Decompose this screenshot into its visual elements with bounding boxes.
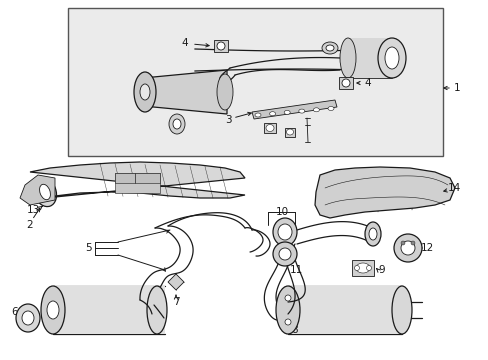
Bar bbox=[285, 128, 294, 137]
Ellipse shape bbox=[366, 266, 371, 270]
Ellipse shape bbox=[217, 74, 232, 110]
Ellipse shape bbox=[254, 113, 261, 117]
Text: 8: 8 bbox=[291, 325, 298, 335]
Ellipse shape bbox=[285, 295, 290, 301]
Text: 7: 7 bbox=[172, 297, 179, 307]
Ellipse shape bbox=[173, 119, 181, 129]
Ellipse shape bbox=[354, 266, 359, 270]
Ellipse shape bbox=[391, 286, 411, 334]
Text: 4: 4 bbox=[364, 78, 370, 88]
Ellipse shape bbox=[384, 47, 398, 69]
Ellipse shape bbox=[33, 177, 57, 207]
Ellipse shape bbox=[325, 45, 333, 51]
Polygon shape bbox=[168, 274, 183, 290]
Ellipse shape bbox=[265, 125, 273, 131]
Bar bbox=[351, 260, 373, 276]
Ellipse shape bbox=[298, 109, 304, 113]
Bar bbox=[115, 173, 135, 183]
Text: 1: 1 bbox=[453, 83, 459, 93]
Ellipse shape bbox=[341, 79, 349, 87]
Bar bbox=[135, 173, 160, 183]
Ellipse shape bbox=[400, 241, 404, 245]
Polygon shape bbox=[53, 286, 164, 334]
Bar bbox=[338, 77, 352, 89]
Ellipse shape bbox=[272, 242, 296, 266]
Ellipse shape bbox=[400, 241, 414, 255]
Ellipse shape bbox=[410, 241, 414, 245]
Ellipse shape bbox=[275, 286, 299, 334]
Ellipse shape bbox=[147, 286, 167, 334]
Text: 11: 11 bbox=[289, 265, 302, 275]
Text: 12: 12 bbox=[420, 243, 433, 253]
Ellipse shape bbox=[22, 311, 34, 325]
Ellipse shape bbox=[272, 218, 296, 246]
Ellipse shape bbox=[393, 234, 421, 262]
Polygon shape bbox=[287, 286, 401, 334]
Ellipse shape bbox=[40, 184, 50, 200]
Bar bbox=[68, 8, 442, 156]
Text: 14: 14 bbox=[447, 183, 460, 193]
Text: 4: 4 bbox=[182, 38, 188, 48]
Ellipse shape bbox=[327, 107, 333, 111]
Polygon shape bbox=[142, 70, 226, 114]
Ellipse shape bbox=[321, 42, 337, 54]
Ellipse shape bbox=[169, 114, 184, 134]
Ellipse shape bbox=[140, 84, 150, 100]
Ellipse shape bbox=[368, 228, 376, 240]
Text: 9: 9 bbox=[378, 265, 385, 275]
Text: 13: 13 bbox=[26, 205, 40, 215]
Ellipse shape bbox=[278, 224, 291, 240]
Polygon shape bbox=[20, 175, 55, 205]
Text: 3: 3 bbox=[224, 115, 231, 125]
Ellipse shape bbox=[286, 129, 293, 135]
Text: 2: 2 bbox=[27, 220, 33, 230]
Ellipse shape bbox=[364, 222, 380, 246]
Ellipse shape bbox=[16, 304, 40, 332]
Ellipse shape bbox=[47, 301, 59, 319]
Bar bbox=[214, 40, 227, 52]
Bar bbox=[264, 123, 275, 133]
Ellipse shape bbox=[279, 248, 290, 260]
Ellipse shape bbox=[313, 108, 319, 112]
Text: 5: 5 bbox=[84, 243, 91, 253]
Text: 10: 10 bbox=[275, 207, 288, 217]
Bar bbox=[347, 38, 391, 78]
Ellipse shape bbox=[285, 319, 290, 325]
Ellipse shape bbox=[355, 263, 369, 273]
Ellipse shape bbox=[269, 112, 275, 116]
Ellipse shape bbox=[134, 72, 156, 112]
Ellipse shape bbox=[339, 38, 355, 78]
Polygon shape bbox=[314, 167, 454, 218]
Polygon shape bbox=[251, 100, 336, 119]
Ellipse shape bbox=[217, 42, 224, 50]
Polygon shape bbox=[25, 162, 244, 200]
Text: 6: 6 bbox=[12, 307, 18, 317]
Ellipse shape bbox=[377, 38, 405, 78]
Ellipse shape bbox=[41, 286, 65, 334]
Ellipse shape bbox=[284, 111, 289, 114]
Bar bbox=[115, 173, 160, 193]
